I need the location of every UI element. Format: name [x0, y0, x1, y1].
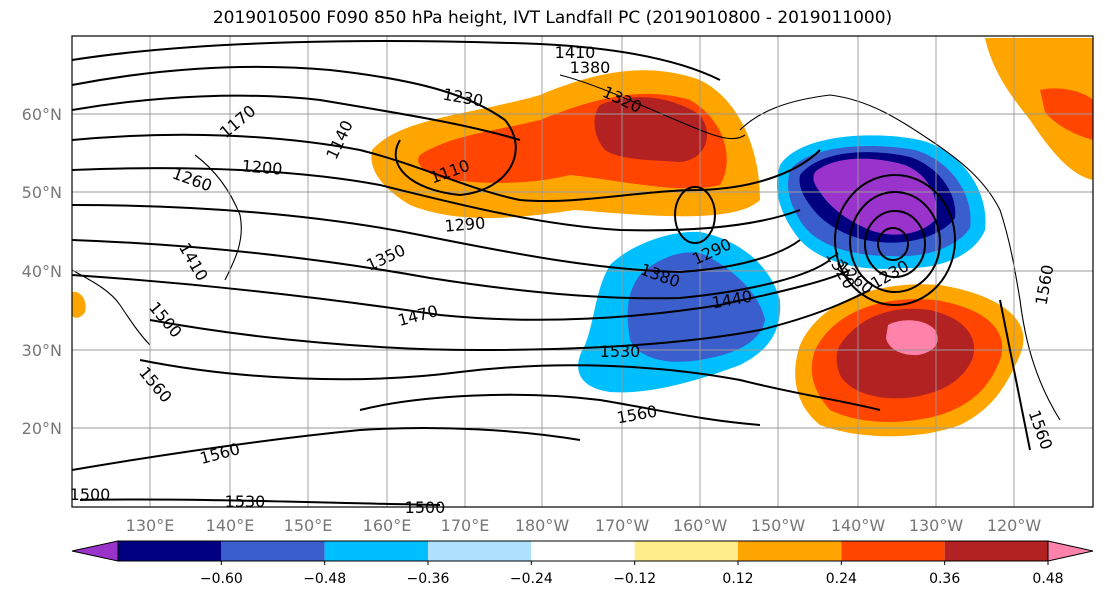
lon-label-130w: 130°W	[909, 516, 964, 535]
contour-label: 1290	[444, 213, 486, 235]
colorbar-arrow-right	[1048, 541, 1093, 561]
lon-label-150w: 150°W	[751, 516, 806, 535]
lat-label-60n: 60°N	[22, 105, 62, 124]
colorbar-tick-label: −0.48	[303, 571, 346, 587]
contour-label: 1530	[600, 342, 641, 361]
lon-label-140w: 140°W	[831, 516, 886, 535]
lat-label-50n: 50°N	[22, 183, 62, 202]
colorbar-tick-label: −0.60	[200, 571, 243, 587]
lat-label-40n: 40°N	[22, 262, 62, 281]
lon-label-130e: 130°E	[126, 516, 175, 535]
colorbar-tick-label: 0.24	[826, 571, 857, 587]
colorbar-tick-label: −0.24	[510, 571, 553, 587]
colorbar-tick-label: −0.12	[613, 571, 656, 587]
lon-label-180w: 180°W	[515, 516, 570, 535]
lon-label-150e: 150°E	[284, 516, 333, 535]
colorbar	[72, 541, 1093, 561]
colorbar-segment	[945, 541, 1048, 561]
lon-label-170e: 170°E	[441, 516, 490, 535]
lon-label-170w: 170°W	[595, 516, 650, 535]
colorbar-segment	[841, 541, 944, 561]
colorbar-segment	[221, 541, 324, 561]
contour-label: 1500	[70, 485, 111, 504]
colorbar-segment	[428, 541, 531, 561]
contour-label: 1380	[570, 58, 611, 77]
lon-label-140e: 140°E	[206, 516, 255, 535]
colorbar-tick-label: 0.48	[1032, 571, 1063, 587]
lat-label-20n: 20°N	[22, 419, 62, 438]
colorbar-tick-label: −0.36	[407, 571, 450, 587]
colorbar-tick-label: 0.36	[929, 571, 960, 587]
colorbar-segment	[635, 541, 738, 561]
longitude-labels: 130°E 140°E 150°E 160°E 170°E 180°W 170°…	[126, 516, 1042, 535]
colorbar-segment	[325, 541, 428, 561]
colorbar-segment	[738, 541, 841, 561]
colorbar-tick-labels: −0.60 −0.48 −0.36 −0.24 −0.12 0.12 0.24 0.36 0.4…	[200, 561, 1105, 587]
colorbar-tick-label: 0.12	[722, 571, 753, 587]
lon-label-160w: 160°W	[673, 516, 728, 535]
lon-label-120w: 120°W	[987, 516, 1042, 535]
colorbar-segment	[531, 541, 634, 561]
lat-label-30n: 30°N	[22, 341, 62, 360]
latitude-labels: 60°N 50°N 40°N 30°N 20°N	[22, 105, 62, 438]
colorbar-arrow-left	[72, 541, 118, 561]
lon-label-160e: 160°E	[363, 516, 412, 535]
contour-label: 1200	[241, 156, 283, 178]
colorbar-segment	[118, 541, 221, 561]
contour-label: 1530	[225, 492, 266, 511]
